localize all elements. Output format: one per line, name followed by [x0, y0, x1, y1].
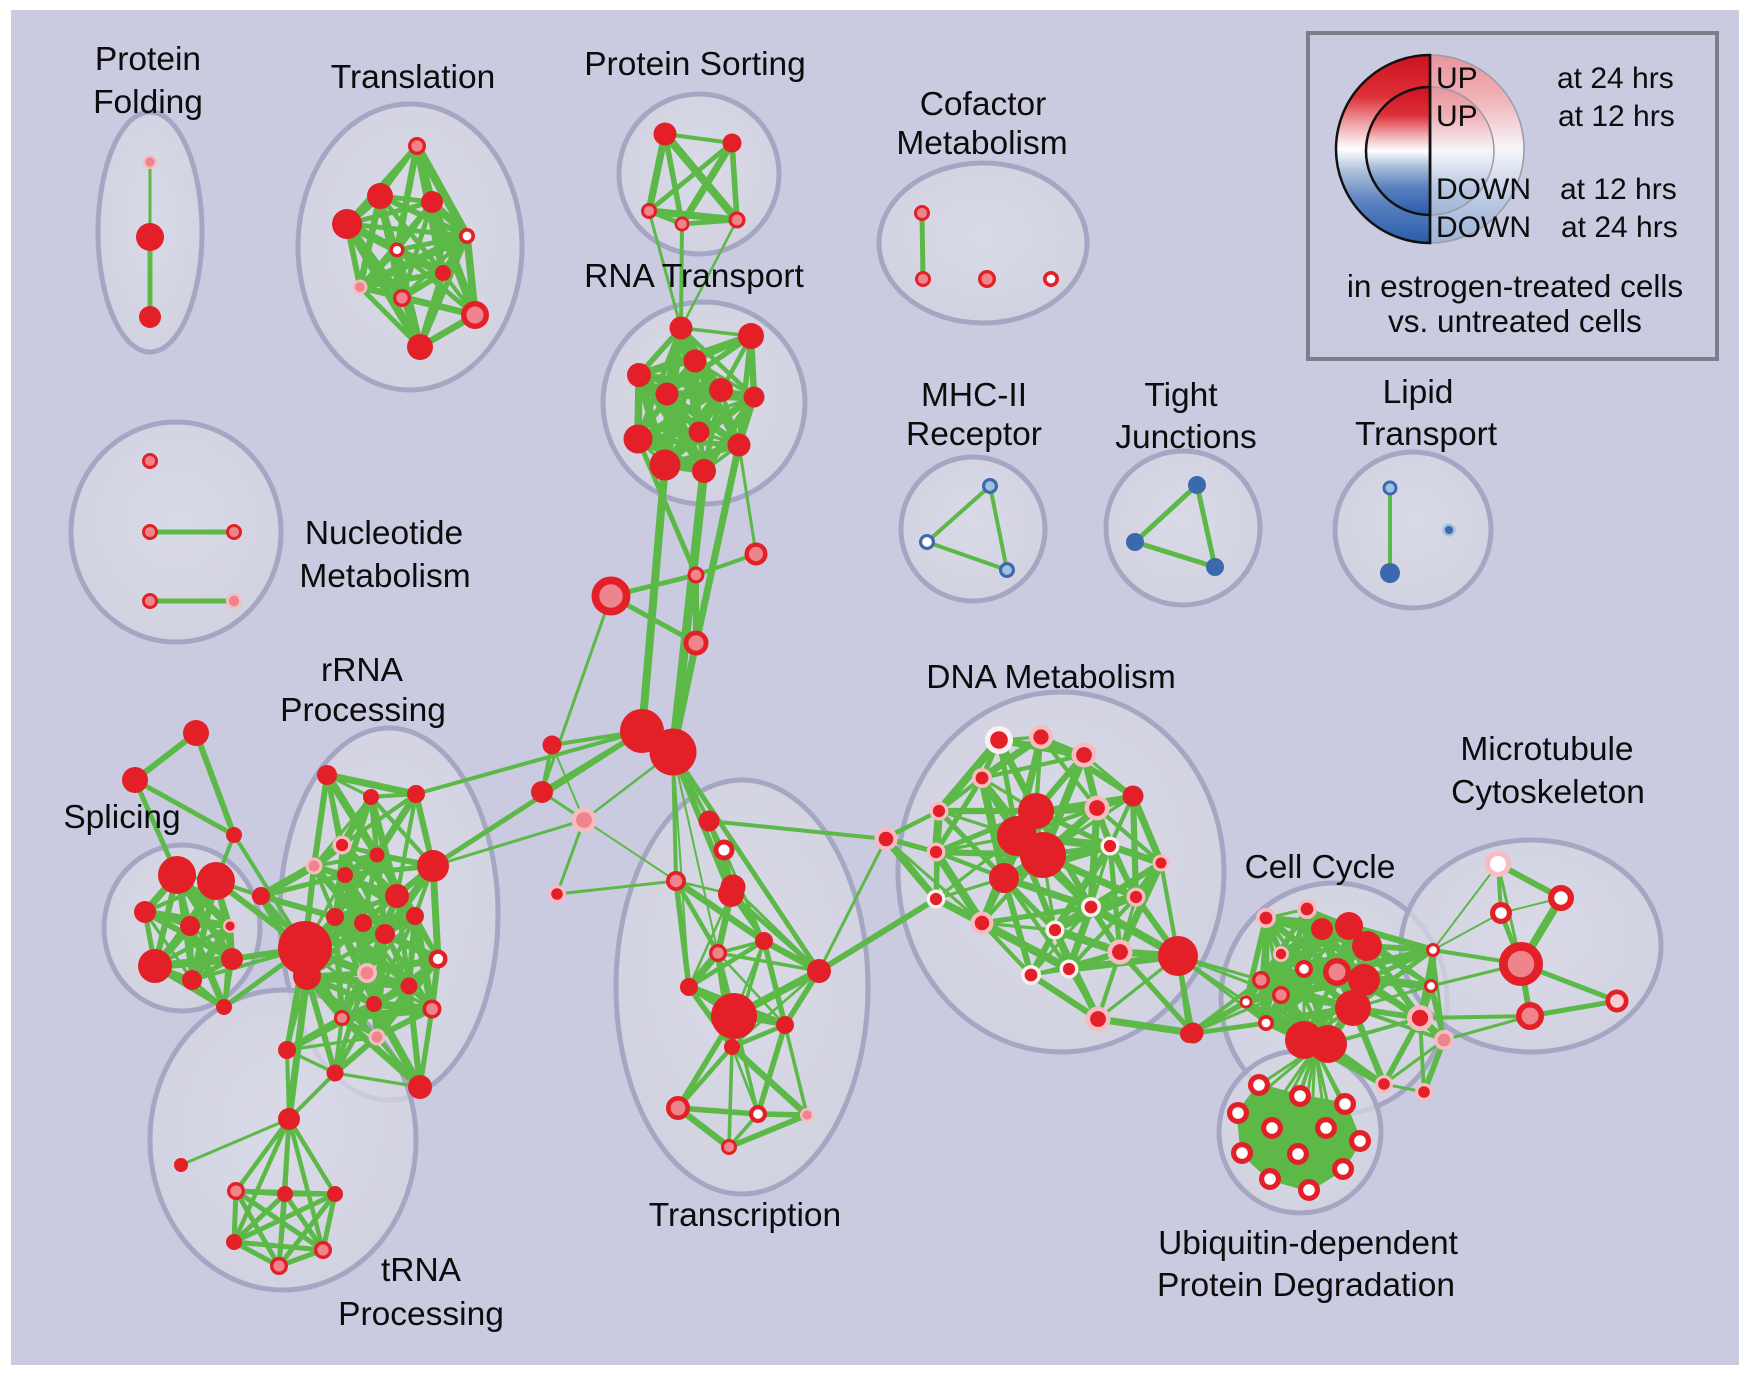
- svg-text:Junctions: Junctions: [1115, 419, 1257, 456]
- svg-text:MHC-II: MHC-II: [921, 377, 1027, 414]
- svg-text:Metabolism: Metabolism: [896, 125, 1067, 162]
- svg-text:Cytoskeleton: Cytoskeleton: [1451, 774, 1645, 811]
- svg-text:Protein Sorting: Protein Sorting: [584, 46, 806, 83]
- svg-text:Protein: Protein: [95, 41, 201, 78]
- svg-text:Cofactor: Cofactor: [920, 86, 1047, 123]
- svg-text:Splicing: Splicing: [63, 799, 180, 836]
- svg-text:DOWN: DOWN: [1436, 173, 1531, 206]
- svg-text:Tight: Tight: [1144, 377, 1218, 414]
- svg-text:Transport: Transport: [1355, 416, 1498, 453]
- svg-text:Microtubule: Microtubule: [1460, 731, 1633, 768]
- svg-text:at 24 hrs: at 24 hrs: [1557, 62, 1674, 95]
- svg-text:Transcription: Transcription: [649, 1197, 841, 1234]
- svg-text:Lipid: Lipid: [1383, 374, 1454, 411]
- svg-text:at 12 hrs: at 12 hrs: [1560, 173, 1677, 206]
- svg-text:DOWN: DOWN: [1436, 211, 1531, 244]
- svg-text:Receptor: Receptor: [906, 416, 1042, 453]
- svg-text:DNA Metabolism: DNA Metabolism: [926, 659, 1175, 696]
- svg-text:Ubiquitin-dependent: Ubiquitin-dependent: [1158, 1225, 1459, 1262]
- svg-text:Cell Cycle: Cell Cycle: [1245, 849, 1396, 886]
- svg-text:in estrogen-treated cells: in estrogen-treated cells: [1347, 268, 1683, 304]
- svg-text:Protein Degradation: Protein Degradation: [1157, 1267, 1455, 1304]
- svg-text:RNA Transport: RNA Transport: [584, 258, 804, 295]
- svg-text:vs. untreated cells: vs. untreated cells: [1388, 303, 1642, 339]
- svg-text:Processing: Processing: [280, 692, 446, 729]
- svg-text:Nucleotide: Nucleotide: [305, 515, 463, 552]
- svg-text:Processing: Processing: [338, 1296, 504, 1333]
- svg-text:Translation: Translation: [331, 59, 495, 96]
- svg-text:at 12 hrs: at 12 hrs: [1558, 100, 1675, 133]
- svg-text:rRNA: rRNA: [321, 652, 404, 689]
- svg-text:UP: UP: [1436, 62, 1478, 95]
- svg-text:Folding: Folding: [93, 84, 203, 121]
- svg-text:tRNA: tRNA: [381, 1252, 462, 1289]
- svg-text:at 24 hrs: at 24 hrs: [1561, 211, 1678, 244]
- svg-text:Metabolism: Metabolism: [299, 558, 470, 595]
- svg-text:UP: UP: [1436, 100, 1478, 133]
